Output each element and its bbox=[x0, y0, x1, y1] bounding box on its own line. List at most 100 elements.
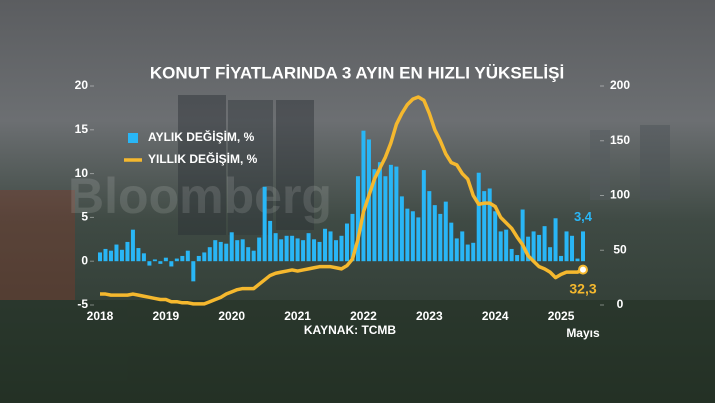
y-tick-label: 0 bbox=[81, 253, 88, 267]
y-tick-label: 15 bbox=[75, 122, 89, 136]
bar bbox=[454, 238, 459, 262]
bar bbox=[284, 235, 289, 262]
bar bbox=[218, 241, 223, 262]
bar bbox=[306, 233, 311, 262]
bar bbox=[388, 164, 393, 262]
bar bbox=[377, 162, 382, 262]
bar bbox=[515, 255, 520, 262]
bar bbox=[246, 247, 251, 262]
bar bbox=[213, 240, 218, 262]
source: KAYNAK: TCMB bbox=[304, 323, 397, 337]
bar bbox=[355, 176, 360, 262]
watermark: Bloomberg bbox=[68, 168, 332, 224]
bar bbox=[344, 223, 349, 262]
legend-swatch bbox=[128, 133, 138, 143]
bar bbox=[399, 196, 404, 262]
bar bbox=[312, 239, 317, 262]
bar bbox=[328, 231, 333, 262]
y2-tick-label: 200 bbox=[610, 78, 630, 92]
bar bbox=[443, 201, 448, 262]
bar bbox=[251, 250, 256, 262]
bar bbox=[207, 247, 212, 262]
bar bbox=[295, 238, 300, 262]
bar bbox=[498, 231, 503, 262]
bar bbox=[383, 176, 388, 262]
bar bbox=[119, 249, 124, 262]
legend-label: YILLIK DEĞİŞİM, % bbox=[148, 151, 258, 166]
bar bbox=[559, 255, 564, 262]
y-tick-label: 10 bbox=[75, 166, 89, 180]
bar bbox=[509, 248, 514, 262]
bar bbox=[196, 255, 201, 262]
bar bbox=[141, 253, 146, 262]
bar bbox=[339, 235, 344, 262]
bar bbox=[449, 222, 454, 262]
bar bbox=[290, 235, 295, 262]
bar bbox=[130, 229, 135, 262]
x-tick-label: 2020 bbox=[218, 309, 245, 323]
bar bbox=[350, 213, 355, 262]
x-tick-label: Mayıs bbox=[566, 326, 600, 340]
y2-tick-label: 50 bbox=[613, 242, 627, 256]
bar bbox=[537, 234, 542, 262]
bar bbox=[125, 241, 130, 262]
bar bbox=[471, 242, 476, 262]
bar bbox=[334, 240, 339, 262]
bar bbox=[553, 218, 558, 262]
bar bbox=[174, 258, 179, 262]
bar bbox=[482, 191, 487, 262]
bar bbox=[416, 217, 421, 262]
bar bbox=[136, 248, 141, 262]
bar bbox=[520, 209, 525, 262]
bar bbox=[108, 250, 113, 262]
value-label: 3,4 bbox=[574, 209, 593, 224]
bar bbox=[169, 261, 174, 267]
line bbox=[100, 95, 584, 306]
y2-tick-label: 150 bbox=[610, 133, 630, 147]
bar bbox=[273, 233, 278, 262]
x-tick-label: 2018 bbox=[87, 309, 114, 323]
y-tick-label: 20 bbox=[75, 78, 89, 92]
bar bbox=[202, 252, 207, 262]
bar bbox=[564, 231, 569, 262]
bar bbox=[575, 258, 580, 262]
bar bbox=[372, 169, 377, 262]
y-tick-label: 5 bbox=[81, 210, 88, 224]
bar bbox=[114, 244, 119, 262]
bar bbox=[531, 231, 536, 262]
x-tick-label: 2021 bbox=[284, 309, 311, 323]
y-tick-label: -5 bbox=[77, 297, 88, 311]
bar bbox=[98, 252, 102, 262]
value-label: 32,3 bbox=[569, 280, 596, 296]
bar bbox=[504, 229, 509, 262]
legend-label: AYLIK DEĞİŞİM, % bbox=[148, 129, 255, 144]
bar bbox=[240, 239, 245, 262]
x-tick-label: 2022 bbox=[350, 309, 377, 323]
x-tick-label: 2024 bbox=[482, 309, 509, 323]
x-tick-label: 2019 bbox=[153, 309, 180, 323]
bar bbox=[405, 208, 410, 262]
bar bbox=[581, 231, 585, 262]
bar bbox=[487, 188, 492, 262]
chart-title: KONUT FİYATLARINDA 3 AYIN EN HIZLI YÜKSE… bbox=[150, 63, 564, 82]
x-tick-label: 2023 bbox=[416, 309, 443, 323]
bar bbox=[570, 235, 575, 262]
bar bbox=[229, 232, 234, 262]
bar bbox=[361, 130, 366, 262]
city-silhouette bbox=[0, 95, 715, 403]
bar bbox=[432, 205, 437, 262]
bar bbox=[410, 211, 415, 262]
bar bbox=[394, 166, 399, 262]
bar bbox=[465, 244, 470, 262]
bar bbox=[191, 261, 196, 282]
bar bbox=[185, 250, 190, 262]
bar bbox=[493, 211, 498, 262]
bar bbox=[279, 239, 284, 262]
bar bbox=[180, 255, 185, 262]
bar bbox=[147, 261, 152, 266]
y2-tick-label: 100 bbox=[610, 188, 630, 202]
bar bbox=[301, 240, 306, 262]
bar bbox=[323, 228, 328, 262]
x-tick-label: 2025 bbox=[548, 309, 575, 323]
bar bbox=[224, 243, 229, 262]
